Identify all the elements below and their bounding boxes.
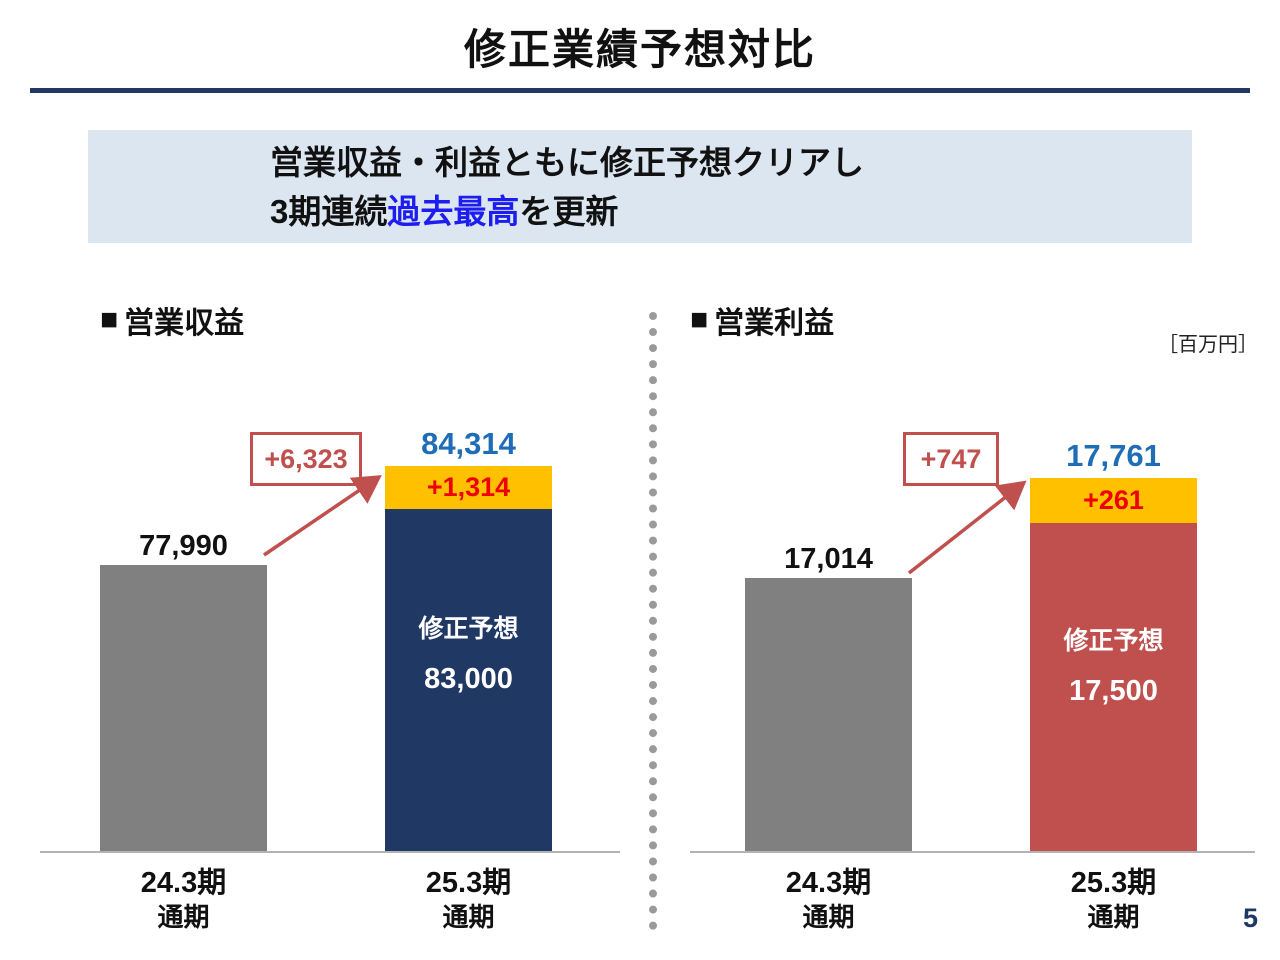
- section-label-revenue: 営業収益: [124, 307, 245, 340]
- revenue-x-axis: [40, 851, 620, 853]
- revenue-forecast-bar: 修正予想 83,000: [385, 509, 552, 851]
- banner-highlight: 過去最高: [387, 192, 520, 230]
- unit-label: ［百万円］: [1158, 334, 1258, 356]
- banner-line2-suffix: を更新: [519, 192, 619, 230]
- revenue-category-fcst: 25.3期 通期: [385, 866, 552, 934]
- profit-increase-arrow: [907, 480, 1027, 575]
- revenue-segment-delta: +1,314: [426, 472, 511, 502]
- profit-forecast-bar: 修正予想 17,500: [1030, 523, 1197, 851]
- profit-category-fcst: 25.3期 通期: [1030, 866, 1197, 934]
- profit-cat-fcst-line2: 通期: [1087, 902, 1140, 932]
- revenue-cat-fcst-line2: 通期: [442, 902, 495, 932]
- revenue-prev-bar: [100, 565, 267, 851]
- section-header-profit: ■ 営業利益: [690, 298, 834, 342]
- headline-banner: 営業収益・利益ともに修正予想クリアし 3期連続過去最高を更新: [88, 130, 1192, 243]
- profit-upside-segment: +261: [1030, 478, 1197, 523]
- profit-x-axis: [690, 851, 1255, 853]
- dotted-divider: [649, 312, 657, 930]
- page-title: 修正業績予想対比: [463, 26, 816, 73]
- profit-cat-prev-line1: 24.3期: [785, 867, 872, 899]
- banner-line-1: 営業収益・利益ともに修正予想クリアし: [270, 143, 864, 181]
- revenue-bar-caption: 修正予想: [418, 615, 519, 643]
- revenue-delta-box: +6,323: [250, 432, 362, 486]
- profit-delta-box: +747: [903, 432, 999, 486]
- revenue-bar-value: 83,000: [424, 663, 513, 695]
- revenue-increase-arrow: [263, 475, 382, 557]
- banner-line2-prefix: 3期連続: [270, 192, 388, 230]
- revenue-upside-segment: +1,314: [385, 466, 552, 509]
- banner-line-2: 3期連続過去最高を更新: [270, 187, 1192, 236]
- title-underline: [30, 88, 1250, 93]
- revenue-category-prev: 24.3期 通期: [100, 866, 267, 934]
- profit-prev-bar: [745, 578, 912, 851]
- revenue-total-value: 84,314: [421, 426, 516, 461]
- profit-bar-caption: 修正予想: [1063, 627, 1164, 655]
- profit-cat-prev-line2: 通期: [802, 902, 855, 932]
- section-label-profit: 営業利益: [714, 307, 835, 340]
- section-header-revenue: ■ 営業収益: [100, 298, 244, 342]
- profit-category-prev: 24.3期 通期: [745, 866, 912, 934]
- square-bullet-icon: ■: [690, 303, 709, 336]
- profit-prev-value: 17,014: [784, 543, 873, 575]
- profit-total-value: 17,761: [1066, 438, 1161, 473]
- profit-cat-fcst-line1: 25.3期: [1070, 867, 1157, 899]
- page-number: 5: [1243, 903, 1259, 933]
- revenue-cat-fcst-line1: 25.3期: [425, 867, 512, 899]
- revenue-prev-value: 77,990: [139, 530, 228, 562]
- profit-bar-value: 17,500: [1069, 675, 1158, 707]
- revenue-cat-prev-line1: 24.3期: [140, 867, 227, 899]
- revenue-cat-prev-line2: 通期: [157, 902, 210, 932]
- square-bullet-icon: ■: [100, 303, 119, 336]
- profit-segment-delta: +261: [1083, 485, 1144, 515]
